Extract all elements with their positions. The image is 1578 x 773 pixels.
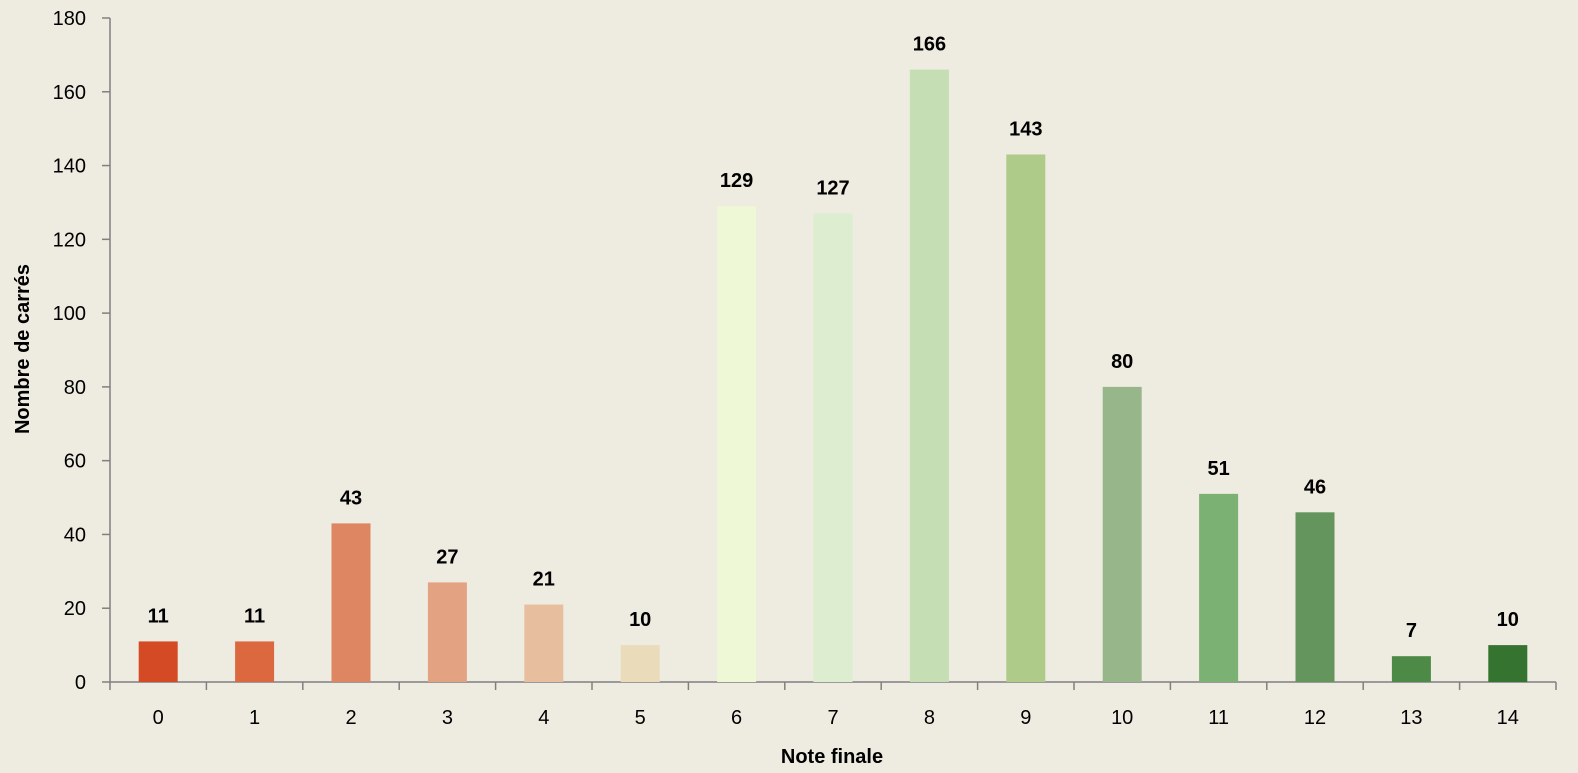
bar (138, 641, 178, 682)
data-label: 166 (913, 34, 946, 56)
x-tick-label: 12 (1304, 707, 1326, 729)
x-tick-label: 5 (635, 707, 646, 729)
data-label: 10 (1497, 609, 1519, 631)
data-label: 7 (1406, 620, 1417, 642)
y-axis-title: Nombre de carrés (12, 264, 34, 434)
y-tick-label: 120 (53, 229, 86, 251)
bar (1199, 493, 1239, 682)
x-tick-label: 0 (153, 707, 164, 729)
bar (235, 641, 275, 682)
x-tick-label: 11 (1208, 707, 1229, 729)
bar (427, 582, 467, 682)
bar (813, 213, 853, 682)
data-label: 27 (436, 546, 458, 568)
x-tick-label: 7 (827, 707, 838, 729)
x-tick-label: 8 (924, 707, 935, 729)
data-label: 80 (1111, 351, 1133, 373)
bar (909, 69, 949, 682)
x-tick-label: 4 (538, 707, 549, 729)
x-tick-label: 14 (1497, 707, 1519, 729)
bar (1488, 645, 1528, 682)
y-tick-label: 160 (53, 82, 86, 104)
data-label: 143 (1009, 118, 1042, 140)
data-label: 46 (1304, 476, 1326, 498)
x-axis: 0 1 2 3 4 5 6 7 8 9 10 11 12 13 14 (109, 681, 1557, 729)
bar (331, 523, 371, 682)
data-label: 21 (533, 569, 555, 591)
x-tick-label: 9 (1020, 707, 1031, 729)
x-axis-title: Note finale (781, 746, 883, 768)
x-tick-label: 1 (249, 707, 260, 729)
bar (620, 645, 660, 682)
y-tick-label: 180 (53, 8, 86, 30)
x-tick-label: 2 (345, 707, 356, 729)
bar (524, 604, 564, 682)
bar (1295, 512, 1335, 682)
bar (1102, 386, 1142, 682)
data-label: 127 (816, 178, 849, 200)
y-tick-label: 20 (64, 598, 86, 620)
y-tick-label: 0 (75, 672, 86, 694)
bar (717, 206, 757, 682)
bars-group (138, 69, 1528, 682)
y-tick-label: 140 (53, 156, 86, 178)
data-label: 51 (1207, 458, 1229, 480)
y-tick-label: 100 (53, 303, 86, 325)
y-axis: 0 20 40 60 80 100 120 140 160 180 (53, 8, 111, 694)
data-label: 10 (629, 609, 651, 631)
x-tick-label: 3 (442, 707, 453, 729)
y-tick-label: 60 (64, 451, 86, 473)
data-label: 11 (148, 605, 169, 627)
x-tick-label: 6 (731, 707, 742, 729)
y-tick-label: 40 (64, 524, 86, 546)
bar (1006, 154, 1046, 682)
data-labels-group: 11 11 43 27 21 10 129 127 166 143 80 51 46 7 10 (148, 34, 1519, 643)
x-tick-label: 13 (1400, 707, 1422, 729)
data-label: 129 (720, 170, 753, 192)
data-label: 11 (244, 605, 265, 627)
x-tick-label: 10 (1111, 707, 1133, 729)
data-label: 43 (340, 487, 362, 509)
bar (1391, 656, 1431, 682)
y-tick-label: 80 (64, 377, 86, 399)
